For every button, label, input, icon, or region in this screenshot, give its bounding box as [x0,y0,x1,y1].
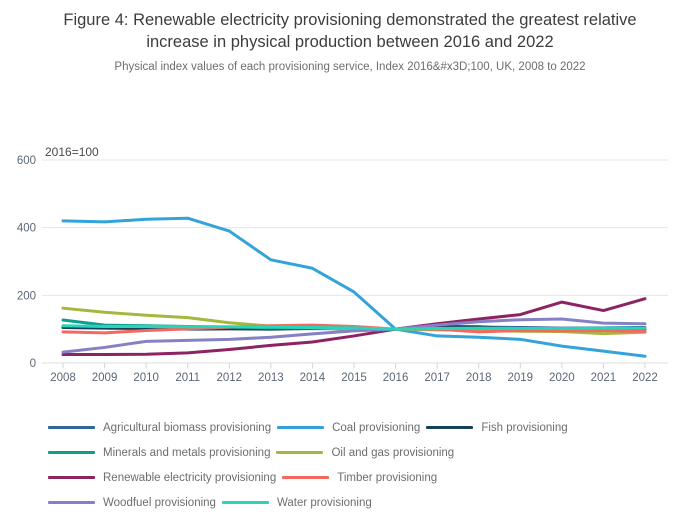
legend-label: Renewable electricity provisioning [103,471,277,484]
legend-label: Minerals and metals provisioning [103,446,271,459]
chart-legend: Agricultural biomass provisioning Coal pr… [0,415,700,515]
chart-title: Figure 4: Renewable electricity provisio… [63,11,637,51]
legend-label: Woodfuel provisioning [103,496,216,509]
legend-label: Agricultural biomass provisioning [103,421,272,434]
legend-item-minerals-and-metals-provisioning[interactable]: Minerals and metals provisioning [48,447,270,459]
legend-swatch-icon [221,501,269,504]
x-tick-label-2021: 2021 [591,372,617,384]
legend-swatch-icon [426,426,474,429]
series-line-woodfuel-provisioning [61,317,647,354]
x-tick-label-2011: 2011 [175,372,200,384]
legend-label: Water provisioning [276,496,372,509]
legend-row-1: Agricultural biomass provisioning Coal pr… [0,415,700,440]
legend-item-renewable-electricity-provisioning[interactable]: Renewable electricity provisioning [48,472,276,484]
x-tick-label-2020: 2020 [549,372,575,384]
x-tick-label-2012: 2012 [216,372,242,384]
line-chart-plot-area: 0 200 400 600 2008 2009 2010 2011 2012 2013 2014 20… [17,145,668,384]
x-tick-label-2014: 2014 [300,372,326,384]
y-tick-label-400: 400 [17,223,36,235]
legend-label: Timber provisioning [337,471,438,484]
legend-item-timber-provisioning[interactable]: Timber provisioning [282,472,437,484]
x-tick-label-2009: 2009 [92,372,118,384]
x-tick-label-2010: 2010 [133,372,159,384]
y-tick-label-200: 200 [17,290,36,302]
series-line-renewable-electricity-provisioning [61,297,647,357]
series-line-water-provisioning [61,324,647,331]
legend-item-coal-provisioning[interactable]: Coal provisioning [277,422,420,434]
legend-label: Fish provisioning [481,421,568,434]
legend-label: Oil and gas provisioning [331,446,455,459]
legend-swatch-icon [282,476,330,479]
legend-swatch-icon [276,451,324,454]
x-tick-label-2008: 2008 [50,372,76,384]
x-tick-label-2015: 2015 [341,372,367,384]
x-tick-label-2016: 2016 [383,372,409,384]
legend-swatch-icon [48,451,95,454]
legend-item-fish-provisioning[interactable]: Fish provisioning [426,421,568,434]
legend-swatch-icon [48,426,95,429]
x-tick-label-2018: 2018 [466,372,492,384]
legend-swatch-icon [48,476,95,479]
axis-annotation: 2016=100 [45,145,99,159]
legend-swatch-icon [277,426,325,429]
y-tick-label-600: 600 [17,155,36,167]
legend-label: Coal provisioning [332,421,421,434]
legend-row-3: Renewable electricity provisioning Timber… [0,465,700,490]
x-tick-label-2019: 2019 [507,372,533,384]
legend-swatch-icon [48,501,95,504]
legend-row-2: Minerals and metals provisioning Oil and … [0,440,700,465]
legend-item-water-provisioning[interactable]: Water provisioning [221,496,372,509]
legend-item-agricultural-biomass-provisioning[interactable]: Agricultural biomass provisioning [48,422,271,434]
x-tick-label-2017: 2017 [424,372,450,384]
series-line-coal-provisioning [61,216,647,358]
chart-subtitle: Physical index values of each provisioni… [114,60,586,73]
legend-item-oil-and-gas-provisioning[interactable]: Oil and gas provisioning [276,447,454,459]
legend-item-woodfuel-provisioning[interactable]: Woodfuel provisioning [48,497,216,509]
legend-row-4: Woodfuel provisioning Water provisioning [0,490,700,515]
x-tick-label-2022: 2022 [632,372,658,384]
y-tick-label-0: 0 [30,358,36,370]
x-tick-label-2013: 2013 [258,372,284,384]
figure-container: Figure 4: Renewable electricity provisio… [0,10,700,512]
